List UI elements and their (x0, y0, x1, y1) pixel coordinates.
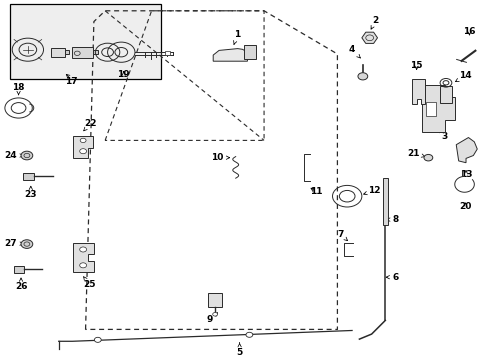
Circle shape (212, 312, 217, 316)
Text: 6: 6 (386, 273, 398, 282)
Text: 2: 2 (370, 16, 378, 29)
Text: 19: 19 (117, 70, 130, 79)
Bar (165, 51, 170, 55)
Text: 15: 15 (409, 62, 422, 71)
Circle shape (80, 263, 86, 268)
Bar (65, 50, 69, 54)
Text: 4: 4 (348, 45, 360, 58)
Polygon shape (361, 32, 377, 44)
Polygon shape (73, 136, 93, 158)
Text: 25: 25 (83, 277, 96, 289)
Text: 26: 26 (15, 278, 27, 291)
Polygon shape (411, 79, 425, 104)
Text: 11: 11 (309, 188, 322, 197)
Text: 24: 24 (4, 151, 23, 160)
Circle shape (80, 149, 86, 154)
Text: 5: 5 (236, 343, 242, 357)
Text: 27: 27 (4, 239, 23, 248)
Polygon shape (73, 243, 94, 272)
Text: 10: 10 (210, 153, 229, 162)
Text: 1: 1 (233, 30, 240, 44)
Text: 22: 22 (83, 119, 97, 131)
Bar (439, 86, 451, 103)
Bar (23, 173, 34, 180)
Text: 3: 3 (438, 129, 447, 141)
Bar (51, 48, 65, 57)
Text: 20: 20 (458, 202, 471, 211)
Text: 12: 12 (363, 186, 380, 195)
Text: 21: 21 (406, 149, 424, 158)
Circle shape (80, 247, 86, 252)
Text: 16: 16 (462, 27, 475, 36)
Circle shape (80, 138, 86, 143)
Bar (72, 47, 93, 58)
Text: 14: 14 (454, 71, 471, 82)
Bar (93, 50, 98, 54)
Text: 17: 17 (64, 77, 77, 86)
Bar (207, 293, 222, 307)
Circle shape (245, 332, 252, 337)
Polygon shape (455, 138, 476, 163)
Text: 9: 9 (205, 313, 217, 324)
Text: 18: 18 (12, 83, 25, 95)
Text: 7: 7 (337, 230, 347, 240)
Text: 8: 8 (386, 215, 398, 224)
Bar (426, 102, 435, 116)
Bar (383, 178, 387, 225)
Text: 23: 23 (24, 186, 37, 199)
Circle shape (21, 240, 33, 248)
Circle shape (94, 337, 101, 342)
Circle shape (423, 154, 432, 161)
Circle shape (357, 73, 367, 80)
Bar (10, 4, 161, 79)
Polygon shape (421, 85, 454, 132)
Bar (243, 45, 255, 59)
Text: 13: 13 (459, 170, 471, 179)
Circle shape (21, 151, 33, 160)
Polygon shape (213, 49, 247, 61)
Bar (14, 266, 24, 273)
